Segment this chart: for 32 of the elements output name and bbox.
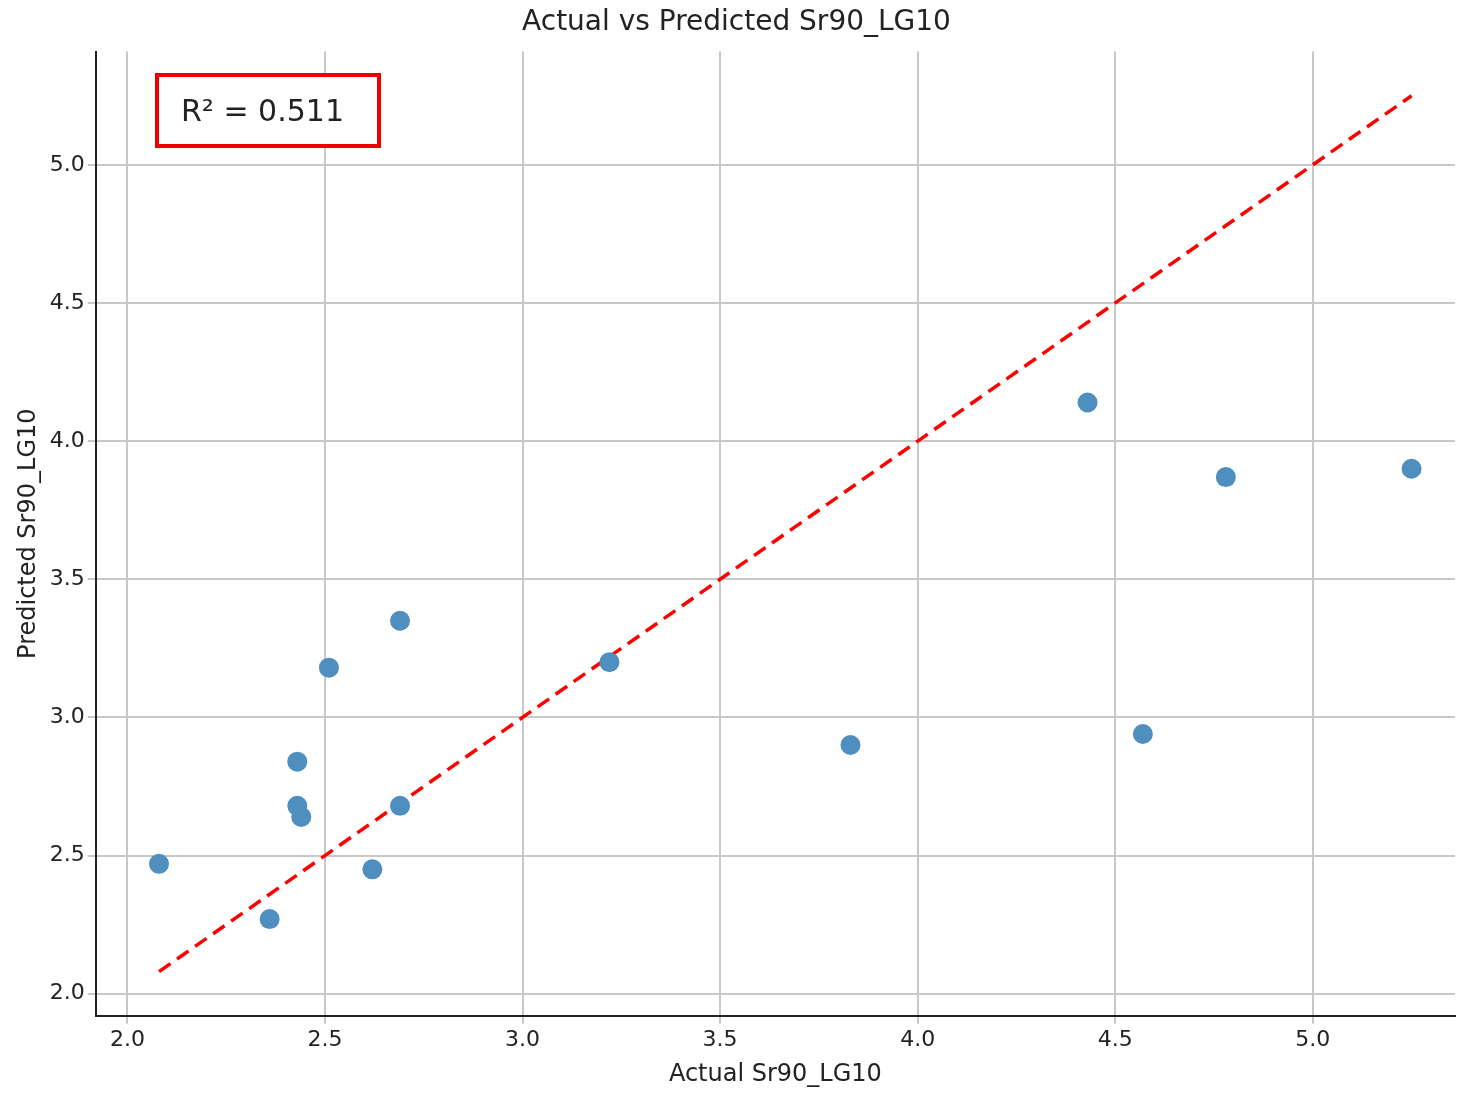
y-tick-label: 4.0 [49,426,85,452]
point [1401,458,1422,479]
point [259,909,280,930]
point [291,806,312,827]
y-tick-label: 3.0 [49,703,85,729]
x-tick-label: 2.0 [109,1025,145,1051]
point [287,751,308,772]
x-axis-title: Actual Sr90_LG10 [668,1058,882,1087]
x-tick-label: 4.5 [1097,1025,1133,1051]
point [1215,467,1236,488]
x-tick-label: 4.0 [900,1025,936,1051]
point [149,853,170,874]
point [1132,724,1153,744]
y-tick-label: 2.5 [49,841,85,867]
y-axis-title: Predicted Sr90_LG10 [12,408,41,659]
x-tick-label: 3.5 [702,1025,738,1051]
point [390,795,411,816]
x-tick-label: 5.0 [1295,1025,1331,1051]
point [599,652,620,673]
y-tick-label: 4.5 [49,288,85,314]
text-box: R² = 0.511 [155,73,381,148]
y-tick-label: 5.0 [49,150,85,176]
y-tick-label: 3.5 [49,565,85,590]
x-tick-label: 2.5 [307,1025,343,1051]
point [390,610,411,631]
point [318,657,339,678]
point [840,735,861,756]
y-tick-label: 2.0 [49,979,85,1005]
chart-title: Actual vs Predicted Sr90_LG10 [522,4,951,38]
point [362,859,383,880]
point [1077,392,1098,413]
x-tick-label: 3.0 [505,1025,541,1051]
